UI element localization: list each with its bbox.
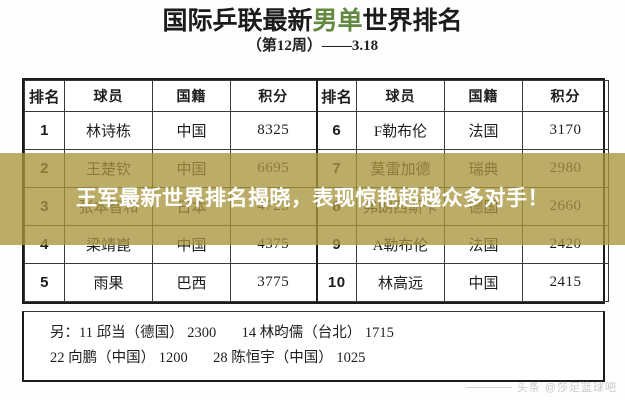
watermark: 头条 @莎足篮球吧 — [465, 379, 617, 395]
title-block: 国际乒联最新男单世界排名 （第12周）——3.18 — [0, 8, 625, 54]
watermark-rule-icon — [465, 386, 512, 388]
page-title-suffix: 世界排名 — [362, 7, 463, 35]
cell-points: 2415 — [522, 263, 609, 302]
page-title-highlight: 男单 — [312, 7, 363, 35]
cell-rank: 10 — [315, 263, 357, 302]
cell-rank: 1 — [24, 111, 65, 150]
cell-rank: 5 — [24, 263, 65, 302]
table-header-row: 排名 球员 国籍 积分 排名 球员 国籍 积分 — [24, 80, 609, 112]
cell-player: 林高远 — [356, 263, 445, 302]
footnote-block: 另：11 邱当（德国） 2300 14 林昀儒（台北） 1715 22 向鹏（中… — [22, 311, 605, 382]
cell-country: 中国 — [152, 111, 231, 150]
watermark-label: 头条 @莎足篮球吧 — [516, 382, 617, 394]
page-title: 国际乒联最新男单世界排名 — [0, 8, 625, 34]
caption-text: 王军最新世界排名揭晓，表现惊艳超越众多对手！ — [76, 186, 549, 210]
column-header-points-right: 积分 — [522, 80, 609, 112]
column-header-country-right: 国籍 — [444, 80, 523, 112]
column-header-player-right: 球员 — [356, 80, 445, 112]
footnote-line-2: 22 向鹏（中国） 1200 28 陈恒宇（中国） 1025 — [50, 349, 366, 366]
cell-player: 雨果 — [64, 263, 153, 302]
column-header-rank-right: 排名 — [315, 80, 357, 112]
cell-points: 3170 — [522, 111, 609, 150]
column-header-points-left: 积分 — [230, 80, 317, 112]
column-header-player-left: 球员 — [64, 80, 153, 112]
cell-country: 巴西 — [152, 263, 231, 302]
footnote-line-1: 另：11 邱当（德国） 2300 14 林昀儒（台北） 1715 — [50, 325, 394, 341]
cell-rank: 6 — [315, 111, 357, 150]
cell-player: 林诗栋 — [64, 111, 153, 150]
page-subtitle: （第12周）——3.18 — [246, 38, 379, 55]
table-row: 1 林诗栋 中国 8325 6 F勒布伦 法国 3170 — [24, 111, 609, 150]
cell-points: 8325 — [230, 111, 317, 150]
cell-country: 法国 — [444, 111, 523, 150]
cell-player: F勒布伦 — [356, 111, 445, 150]
caption-overlay-band: 王军最新世界排名揭晓，表现惊艳超越众多对手！ — [0, 153, 625, 245]
table-row: 5 雨果 巴西 3775 10 林高远 中国 2415 — [24, 263, 609, 302]
column-header-rank-left: 排名 — [24, 80, 65, 112]
cell-country: 中国 — [444, 263, 523, 302]
page-title-prefix: 国际乒联最新 — [162, 7, 313, 35]
column-header-country-left: 国籍 — [152, 80, 231, 112]
cell-points: 3775 — [230, 263, 317, 302]
